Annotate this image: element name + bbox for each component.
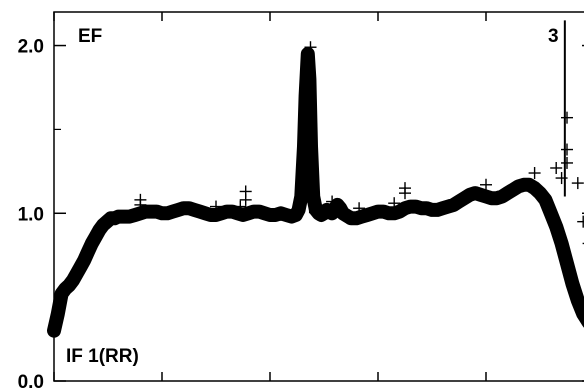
outlier-point-8 (353, 202, 366, 215)
series-point-77 (361, 208, 374, 221)
series-point-75 (350, 212, 363, 225)
series-point-47 (269, 208, 282, 221)
series-point-29 (172, 203, 185, 216)
series-point-0 (48, 324, 60, 337)
annotation-ef: EF (78, 26, 102, 47)
series-point-113 (555, 237, 568, 250)
series-point-98 (474, 188, 487, 201)
series-point-66 (326, 207, 339, 220)
series-point-32 (188, 203, 201, 216)
series-point-72 (342, 210, 355, 223)
series-point-28 (166, 205, 179, 218)
series-point-82 (388, 207, 401, 220)
series-point-69 (334, 202, 347, 215)
outlier-point-1 (134, 198, 147, 211)
series-point-8 (78, 254, 91, 267)
series-point-105 (512, 180, 525, 193)
outlier-point-3 (234, 200, 247, 213)
series-point-9 (82, 245, 95, 258)
outlier-point-20 (577, 215, 584, 228)
y-tick-label-1: 1.0 (18, 204, 44, 225)
series-polyline (47, 46, 584, 338)
series-point-45 (258, 207, 271, 220)
series-point-111 (544, 207, 557, 220)
series-point-92 (442, 200, 455, 213)
series-point-31 (183, 202, 195, 215)
series-point-58 (305, 140, 318, 153)
outlier-point-19 (571, 177, 584, 190)
series-markers (48, 47, 584, 337)
outlier-point-15 (555, 172, 568, 185)
y-tick-label-2: 2.0 (18, 37, 44, 58)
outlier-point-13 (528, 167, 541, 180)
series-point-33 (193, 205, 206, 218)
outlier-point-18 (561, 111, 573, 124)
series-point-44 (253, 205, 266, 218)
series-point-84 (399, 202, 411, 215)
series-point-25 (150, 205, 163, 218)
series-point-78 (366, 207, 379, 220)
series-point-90 (431, 203, 444, 216)
series-point-114 (561, 257, 573, 270)
series-point-101 (490, 192, 503, 205)
outlier-point-9 (388, 197, 401, 210)
series-point-109 (534, 187, 546, 200)
series-point-62 (315, 208, 328, 221)
outlier-point-16 (561, 156, 573, 169)
outlier-point-14 (550, 161, 563, 174)
series-point-11 (89, 230, 102, 243)
series-point-27 (161, 207, 174, 220)
series-point-10 (85, 237, 98, 250)
series-point-110 (539, 193, 552, 206)
outlier-point-17 (561, 143, 573, 156)
series-curve (47, 46, 584, 338)
y-tick-label-0: 0.0 (18, 372, 44, 392)
series-point-42 (242, 207, 255, 220)
series-point-117 (577, 307, 584, 320)
series-point-39 (226, 205, 239, 218)
series-point-116 (571, 294, 584, 307)
series-point-96 (463, 188, 476, 201)
series-point-91 (436, 202, 449, 215)
series-point-41 (237, 208, 249, 221)
series-point-112 (550, 220, 563, 233)
series-point-37 (215, 207, 228, 220)
annotation-if-label: IF 1(RR) (66, 346, 139, 367)
series-point-52 (292, 203, 305, 216)
outlier-point-7 (326, 195, 339, 208)
series-point-5 (66, 274, 79, 287)
series-point-108 (528, 182, 541, 195)
series-point-115 (566, 277, 579, 290)
y-tick-labels: 0.0 1.0 2.0 (18, 37, 44, 392)
spike-lines (308, 20, 566, 214)
series-point-80 (377, 205, 390, 218)
series-point-99 (480, 190, 492, 203)
series-point-21 (129, 208, 141, 221)
outlier-point-5 (239, 185, 252, 198)
plot-frame (53, 11, 584, 382)
outlier-markers (134, 41, 584, 245)
annotation-panel-number: 3 (548, 26, 559, 47)
series-point-20 (123, 210, 136, 223)
series-point-97 (469, 187, 482, 200)
series-point-76 (355, 210, 368, 223)
outlier-point-6 (304, 41, 317, 54)
series-point-48 (274, 207, 287, 220)
outlier-point-2 (210, 200, 222, 213)
series-point-88 (420, 202, 433, 215)
series-point-34 (199, 207, 212, 220)
series-point-7 (74, 260, 87, 273)
series-point-86 (409, 200, 422, 213)
series-point-6 (70, 267, 83, 280)
series-point-1 (51, 307, 64, 320)
series-point-40 (231, 207, 244, 220)
series-point-53 (295, 190, 308, 203)
series-point-51 (289, 208, 302, 221)
outlier-point-11 (399, 182, 411, 195)
axis-ticks (53, 12, 584, 382)
series-point-56 (301, 47, 314, 60)
outlier-point-12 (480, 178, 492, 191)
